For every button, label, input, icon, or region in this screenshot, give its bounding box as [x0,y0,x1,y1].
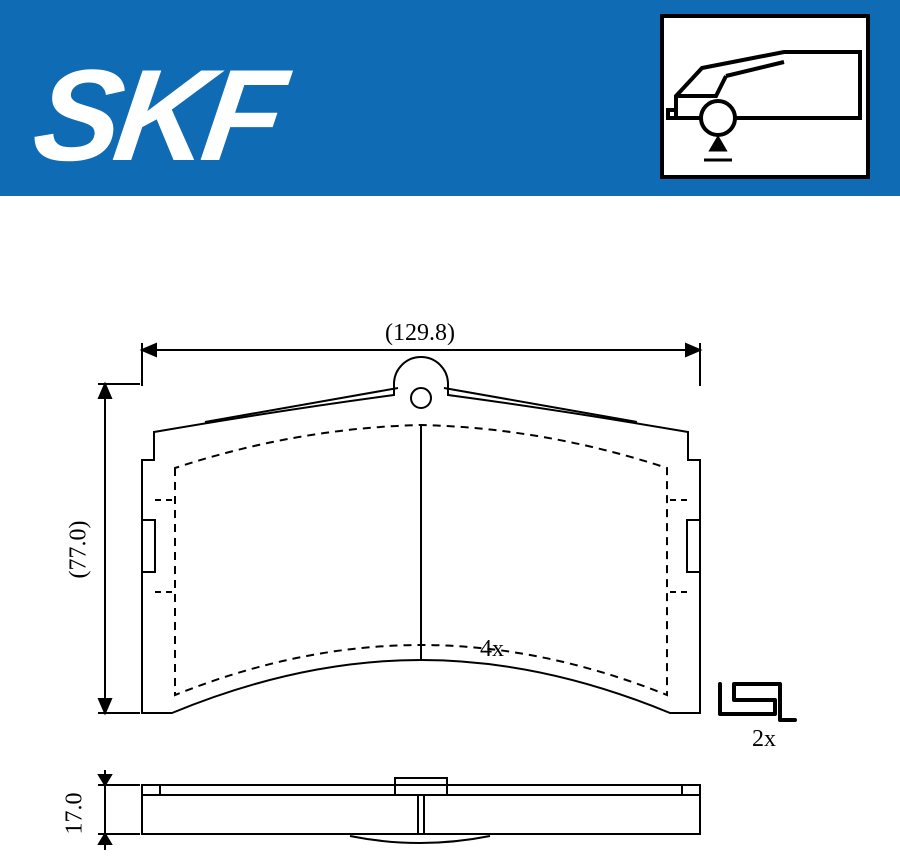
qty-clip-label: 2x [752,726,776,753]
qty-pad-label: 4x [480,636,504,663]
dim-thickness [98,770,140,850]
dim-thickness-label: 17.0 [62,793,89,835]
brake-pad-side [142,778,700,843]
header-bar: SKF [0,0,900,196]
clip-icon [720,684,795,720]
dim-width [142,343,700,386]
dim-height [98,384,140,713]
application-icon-box [660,14,870,179]
brake-pad-front [142,357,700,713]
skf-logo: SKF [25,40,288,190]
dim-width-label: (129.8) [385,320,455,347]
dim-height-label: (77.0) [65,521,92,579]
car-front-axle-icon [664,18,866,175]
